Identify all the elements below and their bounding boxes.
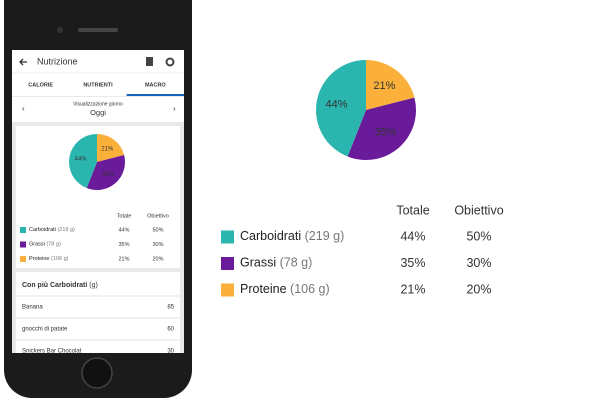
total: 35% bbox=[118, 242, 129, 248]
pie-slice bbox=[316, 60, 366, 157]
pie-slice bbox=[86, 155, 125, 190]
legend-label: Carboidrati (219 g) bbox=[240, 229, 344, 243]
food-name[interactable]: gnocchi di patate bbox=[22, 327, 68, 333]
foods-unit: (g) bbox=[89, 282, 98, 289]
macro-name: Proteine bbox=[240, 282, 287, 296]
goal: 50% bbox=[466, 229, 491, 243]
macro-name: Grassi bbox=[29, 242, 45, 248]
foods-title-text: Con più Carboidrati bbox=[22, 282, 87, 289]
goal: 50% bbox=[152, 227, 163, 233]
food-name[interactable]: Banana bbox=[22, 305, 43, 311]
legend-label: Carboidrati (219 g) bbox=[29, 227, 75, 233]
goal: 30% bbox=[466, 256, 491, 270]
legend-label: Grassi (78 g) bbox=[29, 242, 61, 248]
pie-slice bbox=[97, 134, 125, 162]
bezel-bottom bbox=[12, 353, 184, 356]
slice-label: 44% bbox=[326, 98, 348, 110]
macro-amount: (219 g) bbox=[305, 229, 345, 243]
macro-amount: (78 g) bbox=[280, 256, 313, 270]
report-icon[interactable] bbox=[146, 57, 153, 66]
macro-name: Proteine bbox=[29, 256, 50, 262]
total: 44% bbox=[400, 229, 425, 243]
food-value: 30 bbox=[167, 349, 174, 355]
total: 35% bbox=[400, 256, 425, 270]
pie-slice bbox=[347, 97, 417, 160]
macro-name: Grassi bbox=[240, 256, 276, 270]
slice-label: 44% bbox=[74, 156, 87, 162]
food-value: 85 bbox=[167, 305, 174, 311]
pie-slice bbox=[366, 60, 415, 110]
header: Totale bbox=[396, 203, 429, 217]
macro-name: Carboidrati bbox=[29, 227, 56, 233]
date-caption: Visualizzazione giorno bbox=[73, 101, 123, 107]
slice-label: 21% bbox=[373, 80, 395, 92]
total: 44% bbox=[118, 227, 129, 233]
macro-name: Carboidrati bbox=[240, 229, 301, 243]
goal: 30% bbox=[152, 242, 163, 248]
food-value: 60 bbox=[167, 327, 174, 333]
legend-swatch bbox=[20, 241, 26, 248]
legend-swatch bbox=[221, 257, 234, 270]
speaker bbox=[78, 28, 118, 32]
goal: 20% bbox=[152, 256, 163, 262]
back-icon[interactable] bbox=[19, 58, 27, 66]
legend-swatch bbox=[221, 283, 234, 297]
date-row bbox=[12, 97, 184, 122]
camera bbox=[57, 27, 63, 33]
total: 21% bbox=[400, 282, 425, 296]
header: Obiettivo bbox=[454, 203, 503, 217]
slice-label: 35% bbox=[375, 126, 397, 138]
tab-indicator bbox=[126, 94, 184, 96]
legend-label: Grassi (78 g) bbox=[240, 256, 312, 270]
slice-label: 21% bbox=[101, 146, 114, 152]
foods-title: Con più Carboidrati (g) bbox=[22, 282, 98, 289]
tab[interactable]: MACRO bbox=[145, 82, 166, 88]
settings-icon[interactable] bbox=[165, 57, 175, 67]
date-value: Oggi bbox=[90, 108, 106, 117]
macro-amount: (106 g) bbox=[51, 256, 69, 262]
food-name[interactable]: Snickers Bar Chocolat bbox=[22, 349, 82, 355]
pie-slice bbox=[69, 134, 97, 189]
tab[interactable]: CALORIE bbox=[28, 82, 53, 88]
slice-label: 35% bbox=[102, 172, 115, 178]
app-title: Nutrizione bbox=[37, 56, 78, 66]
header: Totale bbox=[117, 213, 132, 219]
macro-amount: (219 g) bbox=[57, 227, 75, 233]
legend-swatch bbox=[20, 227, 26, 233]
home-button[interactable] bbox=[81, 357, 113, 389]
header: Obiettivo bbox=[147, 213, 169, 219]
macro-amount: (78 g) bbox=[46, 242, 61, 248]
next-day[interactable]: › bbox=[173, 104, 176, 113]
legend-label: Proteine (106 g) bbox=[29, 256, 69, 262]
legend-swatch bbox=[221, 230, 234, 244]
tab[interactable]: NUTRIENTI bbox=[83, 82, 113, 88]
legend-label: Proteine (106 g) bbox=[240, 282, 330, 296]
goal: 20% bbox=[466, 282, 491, 296]
total: 21% bbox=[118, 256, 129, 262]
macro-amount: (106 g) bbox=[290, 282, 330, 296]
legend-swatch bbox=[20, 256, 26, 262]
prev-day[interactable]: ‹ bbox=[22, 104, 25, 113]
